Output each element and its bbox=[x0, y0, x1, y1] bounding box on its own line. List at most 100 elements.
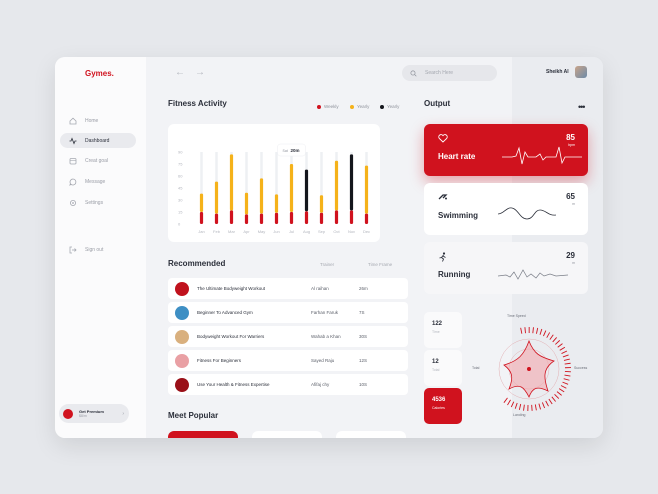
radar-tick bbox=[562, 381, 569, 385]
radar-tick bbox=[554, 394, 560, 399]
table-row[interactable]: Beginner To Advanced Gym Farhan Faruk 7S bbox=[168, 302, 408, 323]
radar-tick bbox=[548, 398, 553, 405]
workout-name: Beginner To Advanced Gym bbox=[197, 310, 253, 315]
user-name[interactable]: Sheikh Al bbox=[546, 69, 569, 75]
sidebar-item-creat-goal[interactable]: Creat goal bbox=[60, 153, 136, 168]
bar-yearly-sep[interactable] bbox=[319, 195, 324, 213]
x-tick-label: Jan bbox=[198, 229, 204, 234]
legend-weekly[interactable]: Weekly bbox=[317, 104, 339, 109]
trainer-name: Sayed Raju bbox=[311, 358, 335, 363]
swimming-card[interactable]: Swimming 65 m bbox=[424, 183, 588, 235]
workout-name: Bodyweight Workout For Warriers bbox=[197, 334, 265, 339]
radar-tick bbox=[555, 340, 561, 345]
bar-yearly-may[interactable] bbox=[259, 178, 264, 214]
back-arrow-icon[interactable]: ← bbox=[175, 67, 185, 78]
bar-weekly-dec[interactable] bbox=[364, 213, 369, 224]
x-tick-label: Dec bbox=[363, 229, 370, 234]
heart-rate-card[interactable]: Heart rate 85 bpm bbox=[424, 124, 588, 176]
search-input[interactable]: Search Here bbox=[402, 65, 497, 81]
premium-icon bbox=[63, 408, 73, 419]
table-row[interactable]: Bodyweight Workout For Warriers Wahab a K… bbox=[168, 326, 408, 347]
more-options-icon[interactable]: ••• bbox=[578, 102, 586, 112]
bar-weekly-aug[interactable] bbox=[304, 211, 309, 224]
column-header-time: Time Frame bbox=[368, 262, 393, 267]
table-row[interactable]: Fitness For Beginners Sayed Raju 12S bbox=[168, 350, 408, 371]
bar-weekly-apr[interactable] bbox=[244, 214, 249, 224]
bar-yearly-jan[interactable] bbox=[199, 193, 204, 212]
sidebar-item-sign-out[interactable]: Sign out bbox=[60, 242, 136, 257]
premium-price: $8/m bbox=[79, 414, 87, 418]
bar-yearly-apr[interactable] bbox=[244, 192, 249, 215]
total-stat-value: 12 bbox=[432, 359, 439, 365]
table-row[interactable]: Use Your Health & Fitness Expertise Afifa… bbox=[168, 374, 408, 395]
radar-tick bbox=[564, 374, 571, 377]
bar-weekly-jun[interactable] bbox=[274, 212, 279, 224]
sidebar-item-home[interactable]: Home bbox=[60, 113, 136, 128]
radar-tick bbox=[552, 337, 557, 343]
sidebar-item-dashboard[interactable]: Dashboard bbox=[60, 133, 136, 148]
forward-arrow-icon[interactable]: → bbox=[195, 67, 205, 78]
radar-label-success: Success bbox=[574, 366, 588, 370]
popular-card[interactable] bbox=[252, 431, 322, 438]
legend-dot bbox=[317, 104, 321, 109]
radar-tick bbox=[564, 362, 571, 365]
bar-weekly-may[interactable] bbox=[259, 213, 264, 224]
radar-tick bbox=[510, 401, 515, 408]
sidebar-item-settings[interactable]: Settings bbox=[60, 195, 136, 210]
popular-card[interactable] bbox=[168, 431, 238, 438]
bar-yearly-oct[interactable] bbox=[334, 160, 339, 211]
radar-chart bbox=[498, 326, 571, 411]
legend-yearly-dark[interactable]: Yearly bbox=[380, 104, 399, 109]
total-stat: 12 Total bbox=[424, 350, 462, 386]
calories-stat: 4536 Calories bbox=[424, 388, 462, 424]
legend-yearly[interactable]: Yearly bbox=[350, 104, 369, 109]
bar-yearly-jun[interactable] bbox=[274, 194, 279, 213]
popular-card[interactable] bbox=[336, 431, 406, 438]
legend-label: Yearly bbox=[387, 104, 400, 109]
get-premium-button[interactable]: Get Premium $8/m › bbox=[59, 404, 129, 423]
bar-yearly-jul[interactable] bbox=[289, 164, 294, 212]
bar-weekly-oct[interactable] bbox=[334, 210, 339, 224]
radar-tick bbox=[561, 350, 568, 354]
bar-weekly-feb[interactable] bbox=[214, 213, 219, 224]
dashboard-window: Gymes. Home Dashboard Creat goal Message… bbox=[55, 57, 603, 438]
bar-yearly-mar[interactable] bbox=[229, 154, 234, 211]
time-frame: 30S bbox=[359, 334, 368, 339]
bar-weekly-nov[interactable] bbox=[349, 210, 354, 224]
recommended-title: Recommended bbox=[168, 259, 226, 268]
sidebar-item-message[interactable]: Message bbox=[60, 174, 136, 189]
radar-tick bbox=[546, 332, 551, 338]
sign-out-icon bbox=[69, 246, 77, 253]
app-logo[interactable]: Gymes. bbox=[85, 69, 114, 78]
trainer-name: Al raihan bbox=[311, 286, 329, 291]
bar-yearly-nov[interactable] bbox=[349, 154, 354, 211]
legend-label: Yearly bbox=[357, 104, 370, 109]
y-tick-label: 30 bbox=[178, 198, 183, 203]
workout-thumbnail bbox=[175, 377, 189, 392]
avatar[interactable] bbox=[575, 66, 587, 78]
column-header-trainer: Trainer bbox=[320, 262, 335, 267]
running-unit: m bbox=[572, 261, 575, 265]
bar-yearly-aug[interactable] bbox=[304, 169, 309, 212]
time-stat: 122 Time bbox=[424, 312, 462, 348]
radar-tick bbox=[543, 330, 547, 337]
radar-tick bbox=[503, 397, 508, 403]
bar-weekly-jul[interactable] bbox=[289, 212, 294, 224]
calories-stat-label: Calories bbox=[432, 406, 445, 410]
bar-weekly-jan[interactable] bbox=[199, 212, 204, 224]
time-frame: 10S bbox=[359, 382, 368, 387]
running-card[interactable]: Running 29 m bbox=[424, 242, 588, 294]
y-tick-label: 90 bbox=[178, 150, 183, 155]
running-icon bbox=[439, 252, 446, 262]
sidebar-item-label: Message bbox=[85, 178, 106, 185]
running-line bbox=[498, 269, 568, 280]
bar-weekly-mar[interactable] bbox=[229, 210, 234, 224]
legend-dot bbox=[350, 104, 354, 109]
table-row[interactable]: The Ultimate Bodyweight Workout Al raihan… bbox=[168, 278, 408, 299]
radar-tick bbox=[549, 334, 554, 340]
bar-yearly-dec[interactable] bbox=[364, 165, 369, 214]
radar-tick bbox=[557, 343, 563, 348]
x-tick-label: Jun bbox=[273, 229, 279, 234]
bar-yearly-feb[interactable] bbox=[214, 181, 219, 214]
bar-weekly-sep[interactable] bbox=[319, 212, 324, 224]
